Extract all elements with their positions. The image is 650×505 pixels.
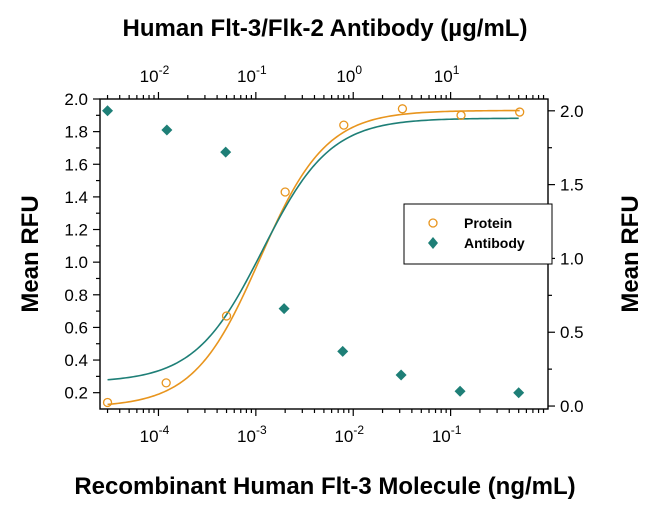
data-point-protein (515, 107, 525, 117)
legend-protein-marker (428, 218, 438, 228)
fit-curve-antibody (107, 117, 519, 381)
x-bottom-tick-label: 10-3 (237, 423, 267, 446)
data-point-antibody (513, 387, 525, 399)
fit-curve-protein (107, 109, 520, 406)
data-point-protein (161, 378, 171, 388)
y-left-tick-label: 0.4 (64, 351, 88, 370)
legend-antibody-marker (428, 237, 438, 249)
x-bottom-tick-label: 10-4 (140, 423, 170, 446)
x-top-tick-label: 100 (336, 63, 362, 86)
legend-protein-label: Protein (464, 215, 512, 231)
data-point-protein (280, 187, 290, 197)
y-right-tick-label: 1.5 (560, 176, 584, 195)
data-point-antibody (161, 124, 173, 136)
y-right-tick-label: 0.5 (560, 323, 584, 342)
y-left-tick-label: 0.8 (64, 286, 88, 305)
y-left-tick-label: 0.6 (64, 318, 88, 337)
legend-box (403, 203, 553, 265)
data-point-protein (397, 104, 408, 114)
data-point-antibody (102, 105, 114, 117)
data-point-protein (221, 311, 232, 321)
x-top-tick-label: 10-1 (237, 63, 267, 86)
y-left-tick-label: 1.2 (64, 221, 88, 240)
y-left-tick-label: 1.8 (64, 123, 88, 142)
x-axis-label: Recombinant Human Flt-3 Molecule (ng/mL) (74, 473, 575, 500)
data-point-protein (339, 120, 349, 130)
x-bottom-tick-label: 10-1 (432, 423, 462, 446)
data-point-antibody (220, 146, 232, 158)
data-point-protein (456, 110, 466, 120)
fit-curves-layer (107, 109, 520, 406)
y-left-tick-label: 1.6 (64, 155, 88, 174)
ticks-layer: 10-4 10-3 10-2 10-1 10-2 10-1 100 101 0.2 0.4 0.6 0… (64, 63, 583, 446)
y-axis-label-right: Mean RFU (617, 195, 644, 312)
y-left-tick-label: 0.2 (64, 384, 88, 403)
x-bottom-tick-label: 10-2 (334, 423, 364, 446)
data-point-antibody (454, 385, 466, 397)
data-points-layer (102, 104, 525, 408)
data-point-antibody (337, 345, 349, 357)
x-top-tick-label: 101 (434, 63, 460, 86)
y-left-tick-label: 1.0 (64, 253, 88, 272)
y-right-tick-label: 0.0 (560, 397, 584, 416)
legend: Protein Antibody (403, 203, 553, 265)
x-top-tick-label: 10-2 (140, 63, 170, 86)
y-axis-label-left: Mean RFU (17, 195, 44, 312)
data-point-antibody (278, 303, 290, 315)
chart-title: Human Flt-3/Flk-2 Antibody (µg/mL) (123, 15, 528, 42)
y-left-tick-label: 1.4 (64, 188, 88, 207)
y-left-tick-label: 2.0 (64, 90, 88, 109)
y-right-tick-label: 2.0 (560, 102, 584, 121)
data-point-antibody (395, 369, 407, 381)
data-point-protein (102, 397, 113, 408)
legend-antibody-label: Antibody (464, 235, 525, 251)
y-right-tick-label: 1.0 (560, 249, 584, 268)
